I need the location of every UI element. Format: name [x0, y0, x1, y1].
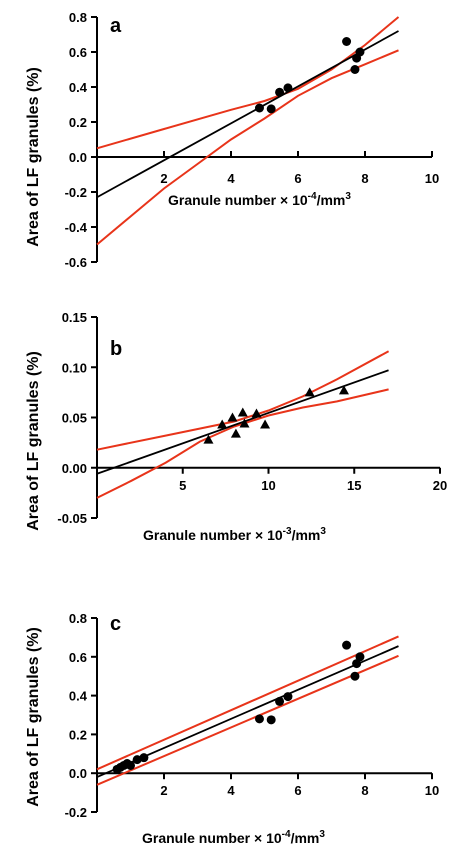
data-point — [283, 692, 293, 702]
lower-confidence-band — [96, 654, 399, 786]
data-point — [227, 412, 238, 422]
data-point — [342, 37, 352, 46]
data-point — [126, 760, 135, 770]
x-tick-label: 10 — [425, 783, 439, 798]
panel-letter-a: a — [110, 15, 122, 37]
upper-confidence-band — [96, 635, 399, 771]
lower-confidence-band — [96, 49, 399, 246]
x-tick-label: 8 — [361, 783, 368, 798]
x-tick-label: 4 — [227, 171, 235, 186]
y-tick-label: -0.6 — [65, 255, 87, 270]
y-tick-label: 0.8 — [69, 10, 87, 25]
y-axis-title-text: Area of LF granules (%) — [25, 627, 42, 807]
data-point — [355, 652, 365, 662]
y-tick-label: 0.6 — [69, 45, 87, 60]
y-tick-label: 0.8 — [69, 611, 87, 626]
x-tick-label: 4 — [227, 783, 235, 798]
panel-b: b Area of LF granules (%) Granule number… — [25, 310, 447, 543]
y-tick-label: -0.4 — [65, 220, 88, 235]
data-point — [251, 408, 262, 418]
x-tick-label: 5 — [179, 478, 186, 493]
data-point — [203, 434, 214, 444]
data-point — [266, 715, 276, 725]
y-tick-label: 0.0 — [69, 766, 87, 781]
y-axis-title-text: Area of LF granules (%) — [25, 67, 42, 247]
data-point — [275, 87, 285, 97]
data-point — [338, 385, 349, 395]
y-tick-label: 0.4 — [69, 80, 88, 95]
y-axis-title: Area of LF granules (%) — [25, 351, 42, 531]
data-point — [254, 714, 264, 724]
data-point — [217, 419, 228, 429]
x-tick-label: 6 — [294, 171, 301, 186]
y-axis-title-text: Area of LF granules (%) — [25, 351, 42, 531]
y-tick-label: 0.05 — [62, 411, 87, 426]
y-tick-label: 0.0 — [69, 150, 87, 165]
x-axis-title: Granule number × 10-3/mm3 — [143, 526, 326, 543]
x-tick-label: 10 — [261, 478, 275, 493]
y-tick-label: 0.15 — [62, 310, 87, 325]
x-tick-label: 10 — [425, 171, 439, 186]
data-point — [230, 428, 241, 438]
data-point — [350, 671, 360, 681]
y-tick-label: 0.6 — [69, 650, 87, 665]
y-tick-label: 0.00 — [62, 461, 87, 476]
upper-confidence-band — [96, 350, 390, 451]
x-tick-label: 15 — [347, 478, 361, 493]
lower-confidence-band — [96, 388, 389, 499]
x-tick-label: 20 — [433, 478, 447, 493]
x-tick-label: 2 — [160, 783, 167, 798]
x-tick-label: 8 — [361, 171, 368, 186]
y-tick-label: -0.05 — [57, 511, 87, 526]
panel-a: a Area of LF granules (%) Granule number… — [25, 10, 439, 270]
y-tick-label: 0.2 — [69, 727, 87, 742]
y-axis-title: Area of LF granules (%) — [25, 627, 42, 807]
y-tick-label: 0.4 — [69, 689, 88, 704]
regression-line — [96, 30, 399, 199]
data-point — [283, 83, 293, 93]
data-point — [342, 640, 352, 650]
x-axis-title: Granule number × 10-4/mm3 — [168, 191, 351, 208]
data-point — [304, 387, 315, 397]
data-point — [237, 407, 248, 417]
data-point — [260, 419, 271, 429]
data-point — [352, 659, 362, 669]
y-tick-label: 0.2 — [69, 115, 87, 130]
data-point — [350, 65, 360, 74]
x-tick-label: 2 — [160, 171, 167, 186]
panel-letter-b: b — [110, 338, 122, 360]
x-axis-title: Granule number × 10-4/mm3 — [142, 829, 325, 846]
data-point — [139, 753, 149, 763]
y-axis-title: Area of LF granules (%) — [25, 67, 42, 247]
y-tick-label: -0.2 — [65, 185, 87, 200]
panel-letter-c: c — [110, 613, 121, 635]
data-point — [239, 418, 250, 428]
data-point — [266, 104, 276, 114]
data-point — [254, 103, 264, 113]
x-tick-label: 6 — [294, 783, 301, 798]
data-point — [355, 47, 365, 57]
panel-c: c Area of LF granules (%) Granule number… — [25, 611, 439, 846]
y-tick-label: -0.2 — [65, 805, 87, 820]
y-tick-label: 0.10 — [62, 360, 87, 375]
data-point — [275, 696, 285, 706]
